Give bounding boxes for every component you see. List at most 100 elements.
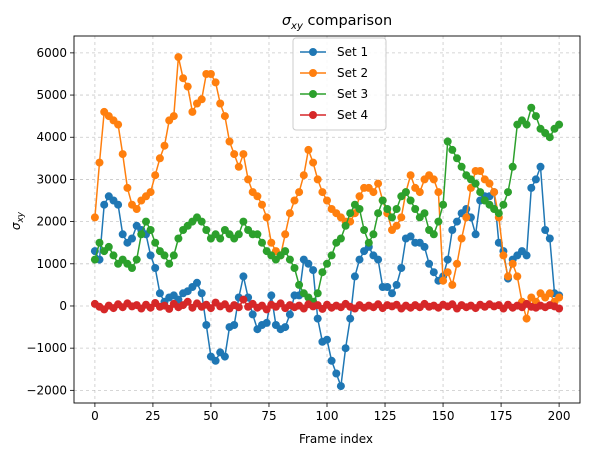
data-point bbox=[327, 356, 336, 365]
data-point bbox=[281, 230, 290, 239]
legend-frame bbox=[292, 37, 387, 131]
data-point bbox=[281, 323, 290, 332]
data-point bbox=[248, 310, 257, 319]
data-point bbox=[490, 188, 499, 197]
data-point bbox=[160, 251, 169, 260]
x-tick-label: 150 bbox=[432, 409, 455, 423]
data-point bbox=[545, 289, 554, 298]
data-point bbox=[406, 232, 415, 241]
data-point bbox=[392, 280, 401, 289]
legend-marker bbox=[309, 111, 317, 119]
data-point bbox=[545, 133, 554, 142]
x-axis: 0 25 50 75 100 125 150 175 200 bbox=[91, 403, 571, 423]
data-point bbox=[453, 217, 461, 226]
data-point bbox=[369, 230, 378, 239]
data-point bbox=[118, 230, 127, 239]
data-point bbox=[304, 145, 313, 154]
legend-label: Set 1 bbox=[337, 45, 368, 59]
data-point bbox=[155, 289, 164, 298]
data-point bbox=[346, 314, 355, 323]
data-point bbox=[165, 259, 174, 268]
data-point bbox=[146, 251, 155, 260]
data-point bbox=[285, 209, 294, 218]
data-point bbox=[336, 234, 345, 243]
data-point bbox=[397, 213, 406, 222]
data-point bbox=[90, 255, 99, 264]
legend-marker bbox=[309, 48, 317, 56]
data-point bbox=[239, 272, 248, 281]
legend-item: Set 4 bbox=[300, 108, 368, 122]
data-point bbox=[555, 120, 564, 129]
data-point bbox=[443, 268, 452, 277]
data-point bbox=[128, 264, 136, 272]
data-point bbox=[174, 53, 183, 62]
data-point bbox=[132, 205, 141, 213]
data-point bbox=[202, 226, 211, 234]
data-point bbox=[494, 209, 503, 218]
data-point bbox=[522, 251, 531, 260]
data-point bbox=[453, 154, 461, 163]
data-point bbox=[142, 217, 150, 226]
data-point bbox=[522, 120, 531, 129]
y-axis: −2000 −1000 0 1000 2000 3000 4000 5000 6000 bbox=[26, 46, 74, 397]
data-point bbox=[555, 304, 564, 313]
data-point bbox=[262, 318, 271, 327]
data-point bbox=[378, 196, 387, 205]
data-point bbox=[350, 272, 359, 281]
data-point bbox=[169, 112, 178, 121]
legend-marker bbox=[309, 69, 317, 77]
x-axis-label: Frame index bbox=[299, 432, 373, 446]
data-point bbox=[137, 230, 146, 239]
data-point bbox=[146, 226, 155, 234]
y-tick-label: 3000 bbox=[36, 172, 67, 186]
data-point bbox=[364, 238, 373, 247]
y-tick-label: 6000 bbox=[36, 46, 67, 60]
data-point bbox=[267, 291, 276, 300]
data-point bbox=[123, 183, 132, 192]
data-point bbox=[508, 162, 517, 171]
data-point bbox=[494, 238, 503, 247]
data-point bbox=[485, 179, 494, 188]
y-tick-label: 5000 bbox=[36, 88, 67, 102]
data-point bbox=[323, 259, 331, 268]
data-point bbox=[299, 171, 308, 180]
data-point bbox=[193, 278, 201, 287]
data-point bbox=[397, 264, 406, 272]
data-point bbox=[179, 74, 188, 83]
x-tick-label: 100 bbox=[316, 409, 339, 423]
data-point bbox=[309, 266, 318, 275]
data-point bbox=[504, 188, 512, 197]
data-point bbox=[104, 242, 113, 251]
series-3 bbox=[90, 103, 564, 306]
data-point bbox=[239, 295, 248, 304]
data-point bbox=[457, 234, 466, 243]
data-point bbox=[234, 230, 243, 239]
data-point bbox=[471, 230, 480, 239]
legend-label: Set 2 bbox=[337, 66, 368, 80]
data-point bbox=[313, 289, 322, 298]
data-point bbox=[355, 192, 364, 201]
data-point bbox=[197, 95, 206, 104]
data-point bbox=[244, 175, 253, 184]
data-point bbox=[323, 335, 331, 344]
data-point bbox=[118, 150, 127, 159]
legend-item: Set 3 bbox=[300, 87, 368, 101]
data-point bbox=[323, 196, 331, 205]
data-point bbox=[332, 369, 341, 378]
data-point bbox=[253, 192, 262, 201]
data-point bbox=[155, 154, 164, 163]
chart-title: σxy comparison bbox=[282, 13, 392, 32]
data-point bbox=[499, 251, 508, 260]
data-point bbox=[225, 137, 234, 146]
data-point bbox=[545, 234, 554, 243]
data-point bbox=[508, 259, 517, 268]
data-point bbox=[471, 179, 480, 188]
data-point bbox=[230, 321, 239, 329]
data-point bbox=[290, 264, 299, 272]
data-point bbox=[439, 200, 448, 209]
x-tick-label: 50 bbox=[203, 409, 218, 423]
data-point bbox=[341, 344, 350, 353]
data-point bbox=[202, 321, 211, 329]
data-point bbox=[429, 175, 438, 184]
